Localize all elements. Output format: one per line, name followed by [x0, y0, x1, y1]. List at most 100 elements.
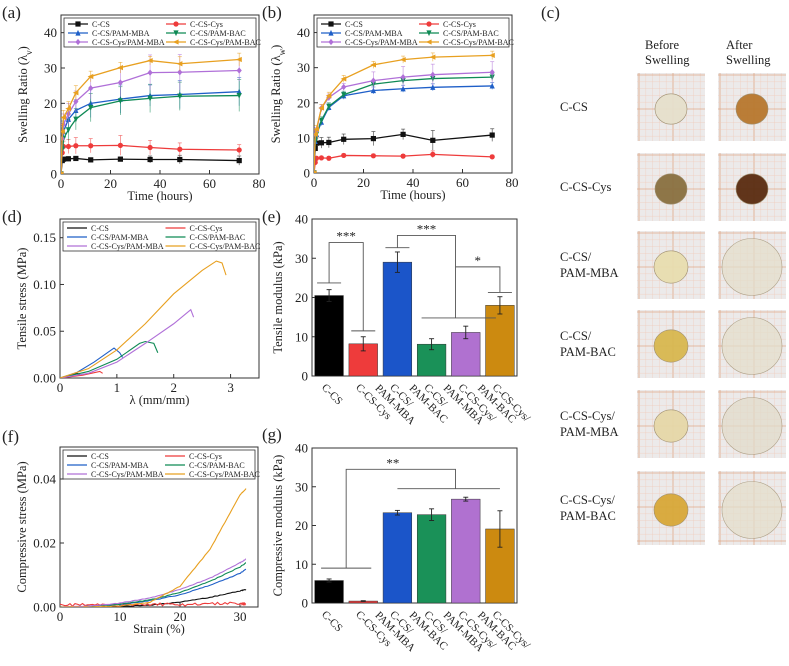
- bar-C-CS-Cys/PAM-BAC: [486, 305, 515, 376]
- photo-after-swelling: [718, 471, 786, 545]
- x-axis-label: Time (hours): [127, 189, 192, 203]
- data-point: [341, 84, 346, 90]
- y-axis-label: Compressive modulus (kPa): [271, 455, 285, 597]
- y-axis-label: Swelling Ratio (λv): [16, 46, 34, 143]
- legend-label: C-CS-Cys: [190, 20, 223, 29]
- row-label: C-CS/: [560, 329, 592, 343]
- bar-C-CS: [315, 581, 344, 603]
- data-point: [88, 157, 93, 162]
- y-tick-label: 0.02: [33, 536, 56, 551]
- photo-after-swelling: [718, 153, 786, 221]
- row-label: PAM-MBA: [560, 425, 619, 439]
- data-point: [328, 21, 333, 26]
- x-tick-label: 0: [58, 176, 65, 191]
- data-point: [341, 153, 346, 158]
- x-tick-label: 0: [311, 175, 318, 190]
- data-point: [371, 153, 376, 158]
- bar-C-CS/PAM-BAC: [417, 515, 446, 603]
- y-axis-label-text: Compressive modulus (kPa): [271, 455, 285, 597]
- legend-label: C-CS-Cys/PAM-MBA: [91, 470, 164, 479]
- data-point: [173, 21, 178, 26]
- y-tick-label: 10: [295, 329, 308, 344]
- y-tick-label: 40: [295, 212, 308, 227]
- legend-label: C-CS-Cys: [189, 452, 222, 461]
- series-line-C-CS-Cys/PAM-MBA: [60, 310, 194, 378]
- y-axis-label: Compressive stress (MPa): [15, 461, 29, 592]
- y-tick-label: 0.00: [33, 600, 56, 615]
- legend-label: C-CS-Cys: [443, 20, 476, 29]
- x-axis-label: Strain (%): [133, 622, 185, 636]
- y-tick-label: 0.10: [33, 277, 56, 292]
- x-tick-label: 0: [57, 609, 64, 624]
- y-tick-label: 0.00: [33, 371, 56, 386]
- y-tick-label: 30: [295, 479, 308, 494]
- hydrogel-sample: [736, 174, 768, 204]
- photo-after-swelling: [718, 231, 786, 299]
- row-label: PAM-BAC: [560, 509, 616, 523]
- data-point: [341, 137, 346, 142]
- data-point: [177, 147, 182, 152]
- panel-label: (a): [2, 3, 21, 22]
- column-header: Swelling: [645, 53, 690, 67]
- row-label: C-CS/: [560, 250, 592, 264]
- x-tick-label: 80: [253, 176, 266, 191]
- x-tick-label: 20: [357, 175, 370, 190]
- row-label: C-CS-Cys: [560, 180, 612, 194]
- chart-b: 0 10 20 30 40 (b) 0 20 40 60 80 Time (hours) Swellin…: [262, 3, 519, 202]
- x-tick-label: 60: [203, 176, 216, 191]
- y-tick-label: 10: [297, 130, 310, 145]
- y-tick-label: 0.15: [33, 230, 56, 245]
- y-tick-label: 40: [295, 441, 308, 456]
- x-tick-label: 3: [227, 380, 234, 395]
- panel-label: (g): [262, 425, 282, 444]
- photo-before-swelling: [637, 471, 705, 545]
- x-tick-label: 0: [57, 380, 64, 395]
- y-tick-label: 0: [302, 596, 309, 611]
- chart-f: 0.00 0.02 0.04 (f) 0 10 20 30 Strain (%) Compress…: [2, 427, 260, 636]
- y-tick-label: 0: [304, 166, 311, 181]
- data-point: [326, 140, 331, 145]
- y-tick-label: 0: [51, 167, 58, 182]
- data-point: [237, 147, 242, 152]
- data-point: [148, 145, 153, 150]
- legend-label: C-CS-Cys/PAM-BAC: [190, 38, 261, 47]
- hydrogel-sample: [655, 94, 687, 124]
- data-point: [237, 158, 242, 163]
- hydrogel-sample: [722, 318, 782, 375]
- data-point: [118, 143, 123, 148]
- data-point: [148, 69, 153, 75]
- bar-C-CS/PAM-MBA: [383, 513, 412, 603]
- data-point: [371, 136, 376, 141]
- data-point: [73, 143, 78, 148]
- legend-label: C-CS: [92, 20, 110, 29]
- legend-label: C-CS/PAM-MBA: [92, 29, 150, 38]
- legend-label: C-CS/PAM-MBA: [91, 461, 149, 470]
- hydrogel-sample: [654, 251, 688, 283]
- photo-before-swelling: [637, 310, 705, 378]
- y-tick-label: 10: [295, 557, 308, 572]
- data-point: [177, 157, 182, 162]
- data-point: [118, 157, 123, 162]
- legend-label: C-CS-Cys/PAM-BAC: [443, 38, 514, 47]
- y-tick-label: 30: [295, 251, 308, 266]
- data-point: [490, 154, 495, 159]
- series-group: [311, 51, 495, 176]
- photo-before-swelling: [637, 73, 705, 141]
- x-axis-label: λ (mm/mm): [130, 393, 190, 407]
- series-group: [60, 261, 226, 378]
- y-tick-label: 0.04: [33, 472, 56, 487]
- legend-label: C-CS/PAM-BAC: [190, 233, 246, 242]
- chart-a: 010203040(a)0 20 40 60 80Time (hours)Swellin…: [2, 3, 266, 203]
- hydrogel-sample: [722, 398, 782, 455]
- legend: C-CS C-CS-CysC-CS/PAM-MBA C-CS/PAM-BACC-CS…: [63, 450, 260, 479]
- bar-C-CS: [315, 296, 344, 376]
- y-tick-label: 30: [297, 60, 310, 75]
- data-point: [401, 154, 406, 159]
- y-tick-label: 30: [44, 61, 57, 76]
- data-point: [319, 155, 324, 160]
- legend-label: C-CS: [345, 20, 363, 29]
- legend-label: C-CS-Cys/PAM-BAC: [190, 242, 261, 251]
- legend-label: C-CS-Cys: [190, 224, 223, 233]
- series-group: [58, 53, 242, 177]
